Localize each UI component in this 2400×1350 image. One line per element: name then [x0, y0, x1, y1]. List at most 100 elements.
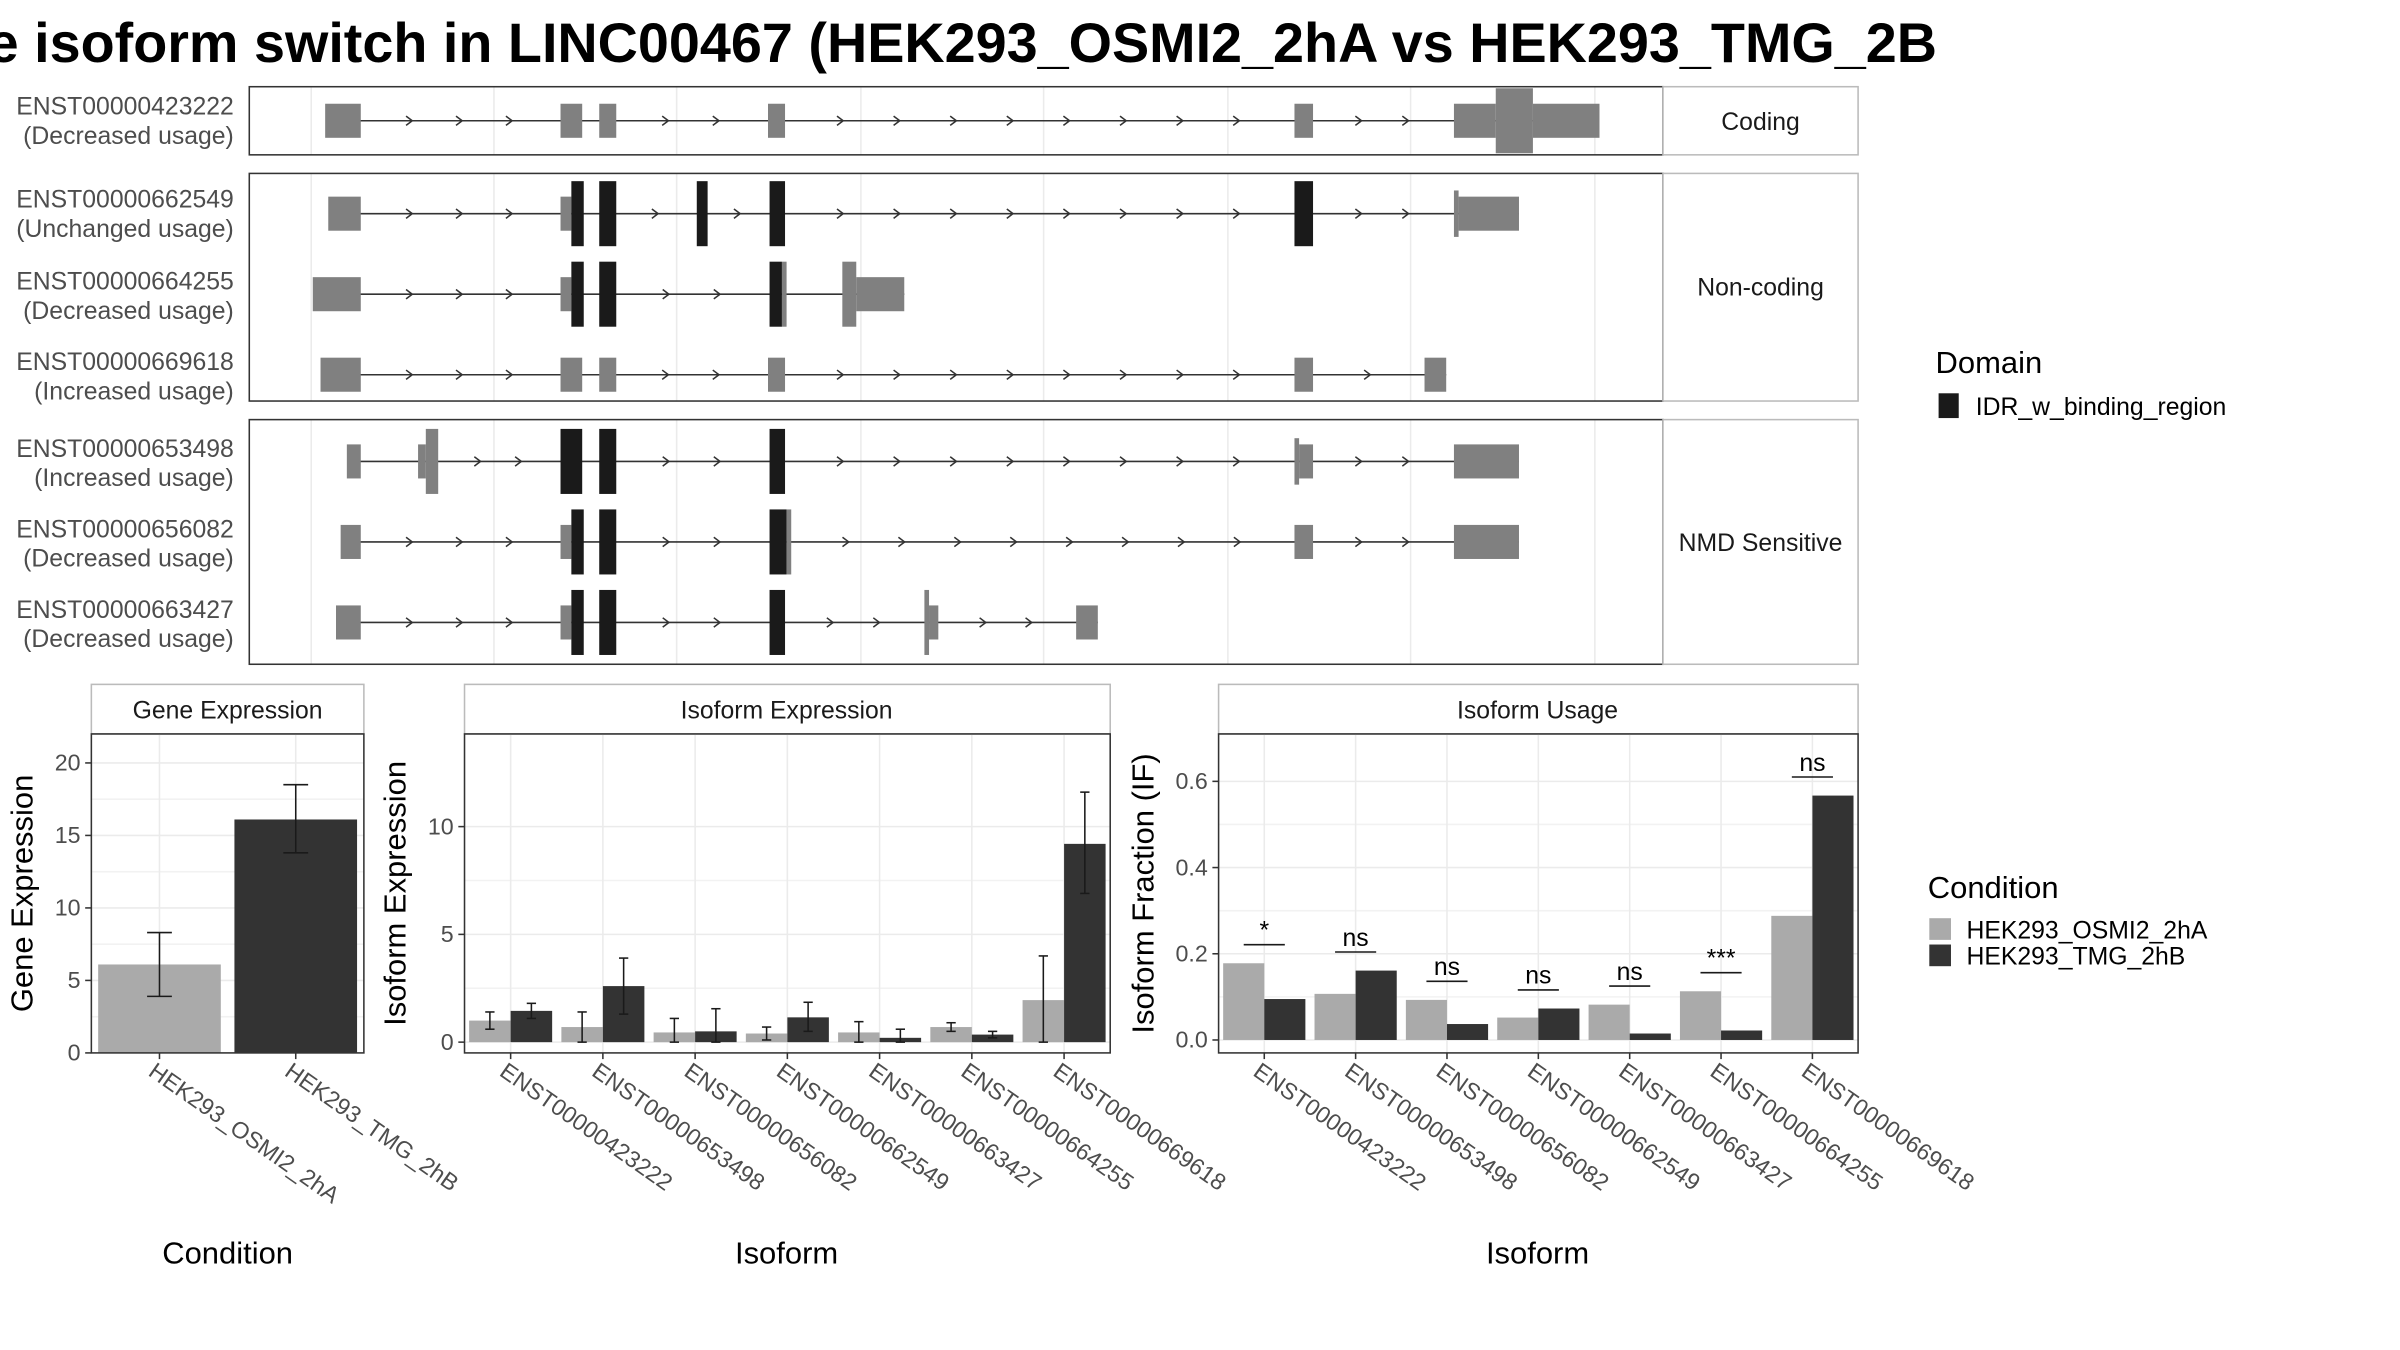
- strip-label-nmd: NMD Sensitive: [1679, 530, 1843, 557]
- strand-arrow: [473, 456, 482, 467]
- strand-arrow: [872, 617, 881, 628]
- strand-arrow: [1176, 456, 1185, 467]
- strand-arrow: [1062, 369, 1071, 380]
- exon-block: [1294, 438, 1300, 485]
- domain-block: [571, 589, 584, 655]
- isoform-expression-chart: Isoform Expression 0510ENST00000423222EN…: [378, 683, 1231, 1270]
- gene-expression-y-tick-label: 5: [68, 967, 81, 993]
- bar: [1314, 993, 1356, 1040]
- exon-block: [929, 605, 939, 640]
- domain-block: [1294, 181, 1314, 247]
- transcript-label-usage: (Decreased usage): [23, 546, 234, 573]
- transcript-label-usage: (Decreased usage): [23, 123, 234, 150]
- strand-arrow: [836, 369, 845, 380]
- exon-block: [1294, 357, 1314, 392]
- isoform-usage-xlabel: Isoform: [1486, 1235, 1589, 1270]
- strand-arrow: [505, 208, 514, 219]
- exon-block: [786, 509, 792, 575]
- domain-block: [599, 509, 617, 575]
- isoform-expression-y-tick-label: 10: [428, 813, 454, 839]
- condition-legend: Condition HEK293_OSMI2_2hA HEK293_TMG_2h…: [1928, 870, 2208, 971]
- exon-block: [346, 444, 361, 479]
- gene-expression-y-tick-label: 20: [55, 750, 81, 776]
- exon-block: [336, 605, 361, 640]
- transcript-label-id: ENST00000653498: [16, 436, 234, 463]
- strand-arrow: [505, 115, 514, 127]
- bar: [1679, 991, 1722, 1040]
- strand-arrow: [1401, 208, 1410, 219]
- significance-label: ***: [1707, 945, 1736, 972]
- strand-arrow: [1232, 208, 1241, 219]
- domain-legend: Domain IDR_w_binding_region: [1936, 345, 2227, 421]
- exon-block: [768, 103, 786, 138]
- isoform-expression-y-tick-label: 5: [441, 921, 454, 947]
- strand-arrow: [1006, 369, 1015, 380]
- strand-arrow: [713, 617, 722, 628]
- isoform-usage-title: Isoform Usage: [1457, 697, 1618, 724]
- strand-arrow: [842, 536, 850, 548]
- strip-label-coding: Coding: [1721, 109, 1799, 136]
- strand-arrow: [836, 208, 845, 219]
- exon-block: [560, 196, 572, 231]
- condition-legend-title: Condition: [1928, 870, 2059, 905]
- exon-block: [560, 277, 572, 312]
- strand-arrow: [1354, 536, 1363, 548]
- exon-block: [560, 605, 572, 640]
- isoform-expression-title: Isoform Expression: [681, 697, 893, 724]
- exon-block: [842, 261, 857, 327]
- strand-arrow: [713, 288, 722, 300]
- transcript-label-usage: (Unchanged usage): [16, 216, 234, 243]
- exon-block: [1458, 196, 1519, 231]
- strand-arrow: [405, 536, 414, 548]
- gene-expression-ylabel: Gene Expression: [5, 775, 40, 1012]
- isoform-expression-x-tick-label: ENST00000669618: [1049, 1057, 1231, 1195]
- exon-block: [1424, 357, 1447, 392]
- strand-arrow: [455, 369, 464, 380]
- strand-arrow: [1121, 536, 1130, 548]
- strand-arrow: [1232, 369, 1241, 380]
- strand-arrow: [836, 115, 845, 127]
- strand-arrow: [405, 115, 414, 127]
- domain-block: [769, 181, 786, 247]
- isoform-expression-xlabel: Isoform: [735, 1235, 838, 1270]
- bar: [1588, 1004, 1630, 1040]
- strand-arrow: [826, 617, 835, 628]
- isoform-expression-y-tick-label: 0: [441, 1029, 454, 1055]
- strand-arrow: [1062, 115, 1071, 127]
- isoform-usage-ylabel: Isoform Fraction (IF): [1126, 753, 1161, 1033]
- strand-arrow: [1062, 208, 1071, 219]
- isoform-usage-y-tick-label: 0.4: [1175, 854, 1207, 880]
- transcript-track: [328, 181, 1519, 247]
- strand-arrow: [1176, 208, 1185, 219]
- domain-legend-swatch: [1938, 393, 1959, 419]
- strand-arrow: [662, 617, 671, 628]
- strand-arrow: [1119, 208, 1128, 219]
- strand-arrow: [661, 115, 670, 127]
- condition-legend-label-a: HEK293_OSMI2_2hA: [1966, 917, 2207, 944]
- exon-block: [418, 444, 426, 479]
- strand-arrow: [893, 456, 902, 467]
- strand-arrow: [979, 617, 988, 628]
- strand-arrow: [1401, 536, 1410, 548]
- domain-block: [769, 261, 782, 327]
- bar: [1538, 1008, 1580, 1040]
- transcript-label-usage: (Decreased usage): [23, 626, 234, 653]
- domain-block: [696, 181, 708, 247]
- transcript-track: [340, 509, 1519, 575]
- strand-arrow: [953, 536, 962, 548]
- transcript-track: [312, 261, 905, 327]
- isoform-usage-chart: Isoform Usage 0.00.20.40.6ENST0000042322…: [1126, 683, 1979, 1270]
- strand-arrow: [1176, 115, 1185, 127]
- bar: [1264, 999, 1306, 1040]
- bar: [1355, 970, 1397, 1040]
- isoform-usage-strip: [1217, 683, 1859, 735]
- transcript-label-usage: (Increased usage): [34, 378, 234, 405]
- significance-label: ns: [1617, 959, 1643, 986]
- transcript-label-id: ENST00000662549: [16, 186, 234, 213]
- bar: [234, 819, 358, 1053]
- bar: [1497, 1017, 1539, 1040]
- bar: [469, 1020, 511, 1043]
- gene-expression-title: Gene Expression: [133, 697, 323, 724]
- exon-block: [1453, 103, 1496, 138]
